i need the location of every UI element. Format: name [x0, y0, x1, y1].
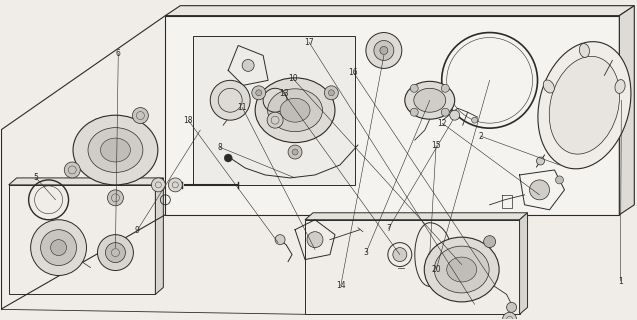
Circle shape	[366, 33, 402, 68]
Text: 17: 17	[304, 38, 314, 47]
Circle shape	[503, 312, 517, 320]
Circle shape	[168, 178, 182, 192]
Polygon shape	[193, 36, 355, 185]
Ellipse shape	[404, 81, 455, 119]
Circle shape	[380, 46, 388, 54]
Polygon shape	[520, 213, 527, 314]
Ellipse shape	[434, 246, 489, 293]
Polygon shape	[166, 6, 634, 16]
Circle shape	[441, 108, 449, 116]
Circle shape	[132, 108, 148, 124]
Text: 7: 7	[386, 224, 391, 233]
Circle shape	[224, 154, 233, 162]
Text: 18: 18	[183, 116, 193, 125]
Circle shape	[328, 90, 334, 96]
Circle shape	[288, 145, 302, 159]
Circle shape	[50, 240, 66, 256]
Circle shape	[242, 60, 254, 71]
Polygon shape	[619, 6, 634, 215]
Polygon shape	[155, 178, 163, 294]
Ellipse shape	[88, 128, 143, 172]
Ellipse shape	[73, 115, 158, 185]
Circle shape	[324, 86, 338, 100]
Circle shape	[108, 190, 124, 206]
Ellipse shape	[424, 237, 499, 302]
Circle shape	[450, 110, 460, 120]
Circle shape	[41, 230, 76, 266]
Text: 1: 1	[618, 276, 623, 285]
Polygon shape	[305, 220, 520, 314]
Text: 9: 9	[135, 226, 140, 235]
Ellipse shape	[543, 80, 554, 93]
Text: 13: 13	[279, 89, 289, 98]
Polygon shape	[9, 185, 155, 294]
Circle shape	[529, 180, 550, 200]
Circle shape	[555, 176, 564, 184]
Circle shape	[393, 248, 407, 261]
Text: 6: 6	[116, 49, 121, 58]
Text: 2: 2	[478, 132, 483, 140]
Circle shape	[31, 220, 87, 276]
Circle shape	[410, 84, 419, 92]
Circle shape	[210, 80, 250, 120]
Ellipse shape	[268, 89, 322, 132]
Ellipse shape	[101, 138, 131, 162]
Ellipse shape	[549, 56, 620, 154]
Ellipse shape	[615, 80, 625, 93]
Circle shape	[64, 162, 80, 178]
Circle shape	[483, 236, 496, 248]
Text: 14: 14	[336, 281, 345, 290]
Circle shape	[410, 108, 419, 116]
Polygon shape	[305, 213, 527, 220]
Text: 3: 3	[364, 248, 369, 257]
Circle shape	[307, 232, 323, 248]
Ellipse shape	[414, 88, 446, 112]
Text: 20: 20	[431, 265, 441, 275]
Text: 16: 16	[348, 68, 358, 77]
Text: 5: 5	[33, 173, 38, 182]
Circle shape	[252, 86, 266, 100]
Circle shape	[292, 149, 298, 155]
Ellipse shape	[580, 44, 589, 57]
Polygon shape	[166, 16, 619, 215]
Circle shape	[471, 117, 478, 123]
Circle shape	[536, 157, 545, 165]
Circle shape	[374, 41, 394, 60]
Text: 12: 12	[438, 119, 447, 128]
Ellipse shape	[255, 78, 335, 143]
Polygon shape	[9, 178, 163, 185]
Circle shape	[97, 235, 133, 270]
Ellipse shape	[538, 42, 631, 169]
Text: 10: 10	[289, 74, 298, 83]
Circle shape	[256, 90, 262, 96]
Ellipse shape	[280, 98, 310, 122]
Circle shape	[275, 235, 285, 244]
Ellipse shape	[447, 257, 476, 282]
Text: 8: 8	[218, 143, 222, 152]
Circle shape	[106, 243, 125, 262]
Circle shape	[506, 302, 517, 312]
Text: 11: 11	[238, 103, 247, 112]
Circle shape	[267, 112, 283, 128]
Circle shape	[152, 178, 166, 192]
Text: 15: 15	[431, 141, 441, 150]
Circle shape	[441, 84, 449, 92]
